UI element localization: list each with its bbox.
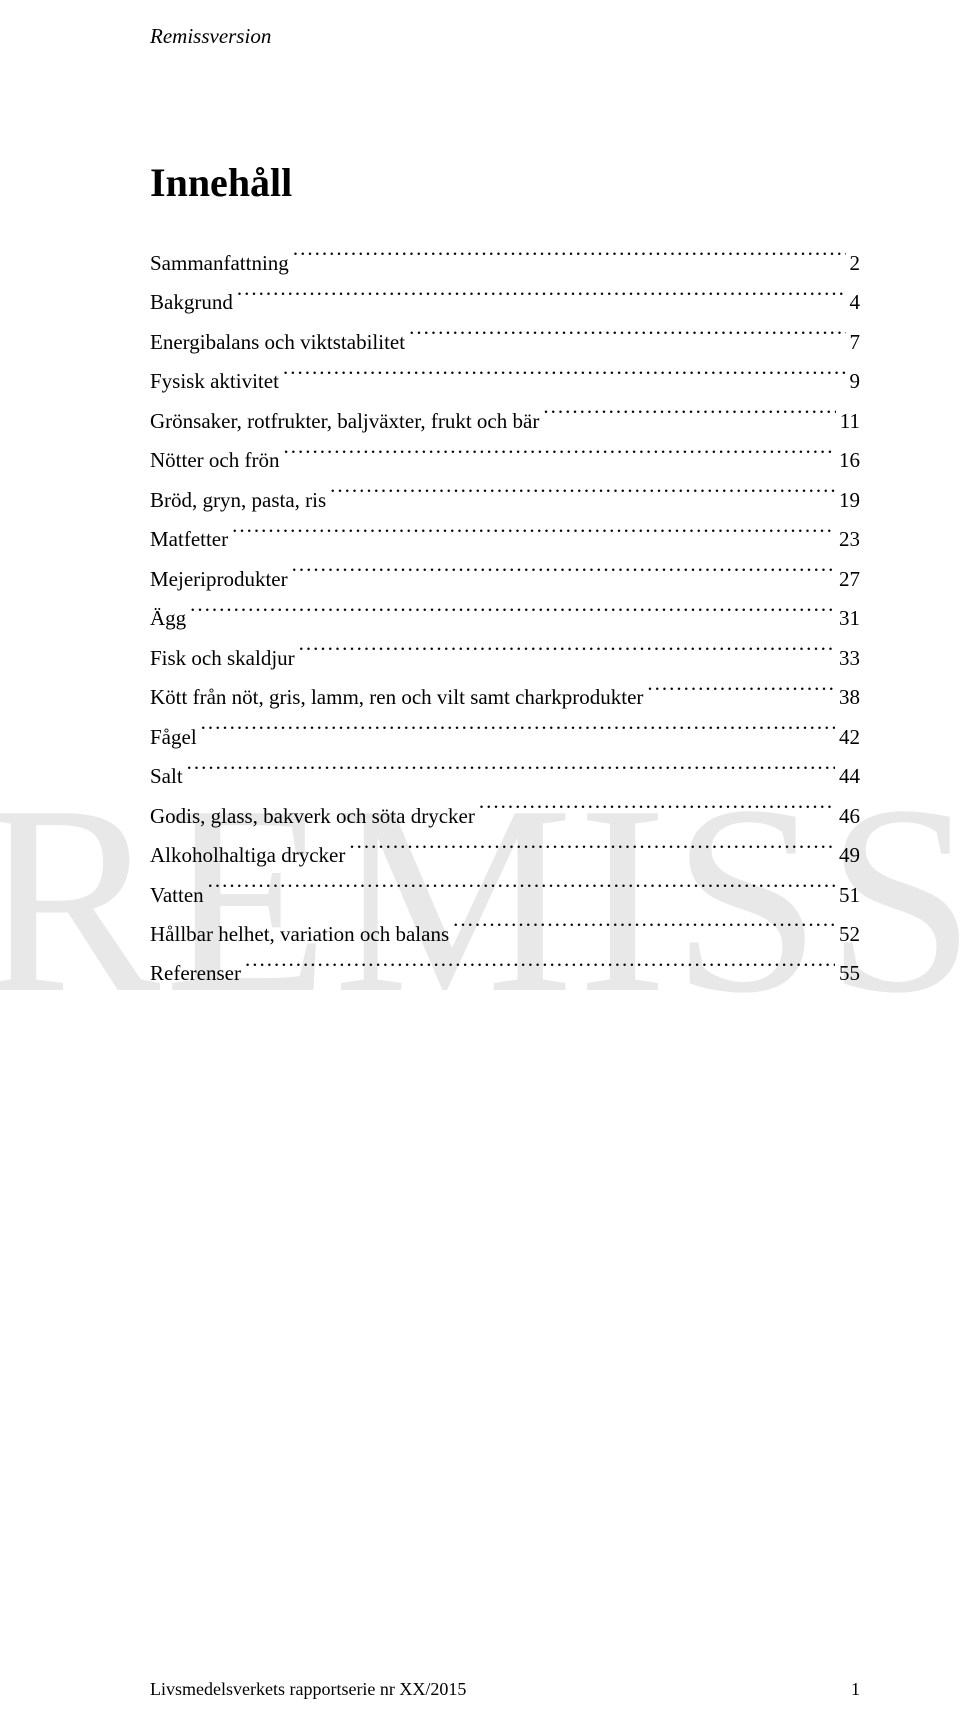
toc-page-number: 23: [839, 520, 860, 559]
toc-row: Grönsaker, rotfrukter, baljväxter, frukt…: [150, 402, 860, 441]
toc-row: Kött från nöt, gris, lamm, ren och vilt …: [150, 678, 860, 717]
toc-label: Hållbar helhet, variation och balans: [150, 915, 449, 954]
footer-page-number: 1: [851, 1679, 860, 1700]
toc-leader-dots: [245, 959, 835, 980]
toc-label: Mejeriprodukter: [150, 560, 288, 599]
toc-row: Sammanfattning 2: [150, 244, 860, 283]
toc-leader-dots: [201, 723, 835, 744]
toc-row: Fysisk aktivitet 9: [150, 362, 860, 401]
toc-leader-dots: [283, 446, 835, 467]
toc-leader-dots: [293, 249, 846, 270]
toc-leader-dots: [647, 683, 835, 704]
toc-page-number: 52: [839, 915, 860, 954]
toc-label: Fisk och skaldjur: [150, 639, 295, 678]
toc-label: Kött från nöt, gris, lamm, ren och vilt …: [150, 678, 643, 717]
toc-label: Ägg: [150, 599, 186, 638]
toc-leader-dots: [237, 288, 846, 309]
toc-label: Alkoholhaltiga drycker: [150, 836, 345, 875]
toc-label: Energibalans och viktstabilitet: [150, 323, 405, 362]
toc-row: Hållbar helhet, variation och balans 52: [150, 915, 860, 954]
toc-label: Fysisk aktivitet: [150, 362, 279, 401]
page-footer: Livsmedelsverkets rapportserie nr XX/201…: [150, 1679, 860, 1700]
toc-leader-dots: [349, 841, 835, 862]
toc-row: Matfetter 23: [150, 520, 860, 559]
toc-label: Bröd, gryn, pasta, ris: [150, 481, 326, 520]
toc-page-number: 19: [839, 481, 860, 520]
toc-leader-dots: [283, 367, 846, 388]
toc-page-number: 42: [839, 718, 860, 757]
toc-label: Bakgrund: [150, 283, 233, 322]
toc-leader-dots: [330, 486, 835, 507]
toc-row: Salt 44: [150, 757, 860, 796]
toc-row: Alkoholhaltiga drycker 49: [150, 836, 860, 875]
toc-leader-dots: [208, 881, 835, 902]
toc-page-number: 4: [850, 283, 861, 322]
toc-page-number: 51: [839, 876, 860, 915]
toc-page-number: 2: [850, 244, 861, 283]
toc-page-number: 7: [850, 323, 861, 362]
toc-leader-dots: [292, 565, 835, 586]
toc-leader-dots: [479, 802, 835, 823]
toc-row: Nötter och frön 16: [150, 441, 860, 480]
toc-label: Referenser: [150, 954, 241, 993]
toc-row: Mejeriprodukter 27: [150, 560, 860, 599]
toc-row: Fisk och skaldjur 33: [150, 639, 860, 678]
toc-label: Vatten: [150, 876, 204, 915]
toc-page-number: 38: [839, 678, 860, 717]
toc-label: Grönsaker, rotfrukter, baljväxter, frukt…: [150, 402, 539, 441]
toc-row: Bröd, gryn, pasta, ris 19: [150, 481, 860, 520]
toc-page-number: 27: [839, 560, 860, 599]
toc-page-number: 9: [850, 362, 861, 401]
toc-page-number: 55: [839, 954, 860, 993]
toc-page-number: 16: [839, 441, 860, 480]
toc-leader-dots: [232, 525, 835, 546]
toc-row: Vatten 51: [150, 876, 860, 915]
toc-leader-dots: [453, 920, 835, 941]
toc-leader-dots: [299, 644, 835, 665]
toc-label: Godis, glass, bakverk och söta drycker: [150, 797, 475, 836]
toc-page-number: 49: [839, 836, 860, 875]
toc-page-number: 46: [839, 797, 860, 836]
toc-label: Sammanfattning: [150, 244, 289, 283]
toc-page-number: 44: [839, 757, 860, 796]
toc-leader-dots: [190, 604, 835, 625]
toc-label: Nötter och frön: [150, 441, 279, 480]
page-title: Innehåll: [150, 159, 860, 206]
toc-leader-dots: [187, 762, 835, 783]
toc-page-number: 31: [839, 599, 860, 638]
toc-row: Bakgrund 4: [150, 283, 860, 322]
toc-row: Fågel 42: [150, 718, 860, 757]
toc-row: Godis, glass, bakverk och söta drycker 4…: [150, 797, 860, 836]
header-label: Remissversion: [150, 24, 860, 49]
toc-row: Referenser 55: [150, 954, 860, 993]
toc-label: Salt: [150, 757, 183, 796]
toc-page-number: 11: [840, 402, 860, 441]
toc-leader-dots: [543, 407, 835, 428]
toc-page-number: 33: [839, 639, 860, 678]
toc-label: Matfetter: [150, 520, 228, 559]
toc-label: Fågel: [150, 718, 197, 757]
toc-leader-dots: [409, 328, 845, 349]
toc-row: Energibalans och viktstabilitet 7: [150, 323, 860, 362]
footer-report-series: Livsmedelsverkets rapportserie nr XX/201…: [150, 1679, 466, 1700]
toc-row: Ägg 31: [150, 599, 860, 638]
table-of-contents: Sammanfattning 2 Bakgrund 4 Energibalans…: [150, 244, 860, 994]
